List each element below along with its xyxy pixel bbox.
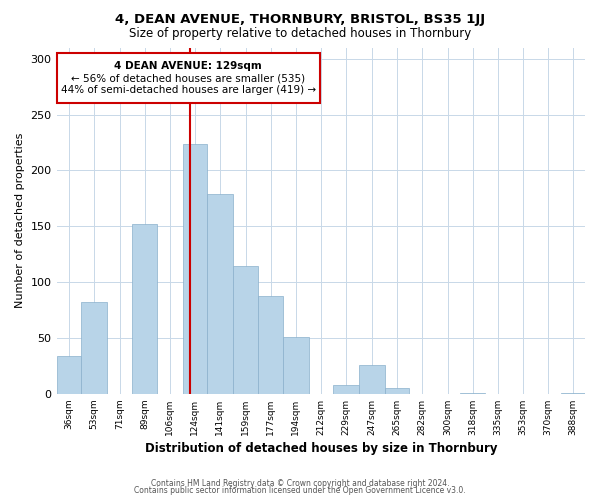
FancyBboxPatch shape [56, 53, 320, 104]
Y-axis label: Number of detached properties: Number of detached properties [15, 133, 25, 308]
Bar [359, 365, 385, 394]
Text: 4 DEAN AVENUE: 129sqm: 4 DEAN AVENUE: 129sqm [115, 61, 262, 71]
Text: Size of property relative to detached houses in Thornbury: Size of property relative to detached ho… [129, 28, 471, 40]
Bar [560, 392, 585, 394]
Text: 44% of semi-detached houses are larger (419) →: 44% of semi-detached houses are larger (… [61, 86, 316, 96]
Bar [233, 266, 259, 394]
Bar [207, 194, 233, 394]
Bar [56, 356, 81, 394]
Bar [133, 224, 157, 394]
Bar [259, 296, 283, 394]
Bar [182, 144, 207, 394]
Bar [333, 385, 359, 394]
Bar [283, 337, 308, 394]
Text: ← 56% of detached houses are smaller (535): ← 56% of detached houses are smaller (53… [71, 73, 305, 83]
Text: 4, DEAN AVENUE, THORNBURY, BRISTOL, BS35 1JJ: 4, DEAN AVENUE, THORNBURY, BRISTOL, BS35… [115, 12, 485, 26]
Text: Contains HM Land Registry data © Crown copyright and database right 2024.: Contains HM Land Registry data © Crown c… [151, 478, 449, 488]
Text: Contains public sector information licensed under the Open Government Licence v3: Contains public sector information licen… [134, 486, 466, 495]
Bar [81, 302, 107, 394]
Bar [385, 388, 409, 394]
Bar [460, 392, 485, 394]
X-axis label: Distribution of detached houses by size in Thornbury: Distribution of detached houses by size … [145, 442, 497, 455]
